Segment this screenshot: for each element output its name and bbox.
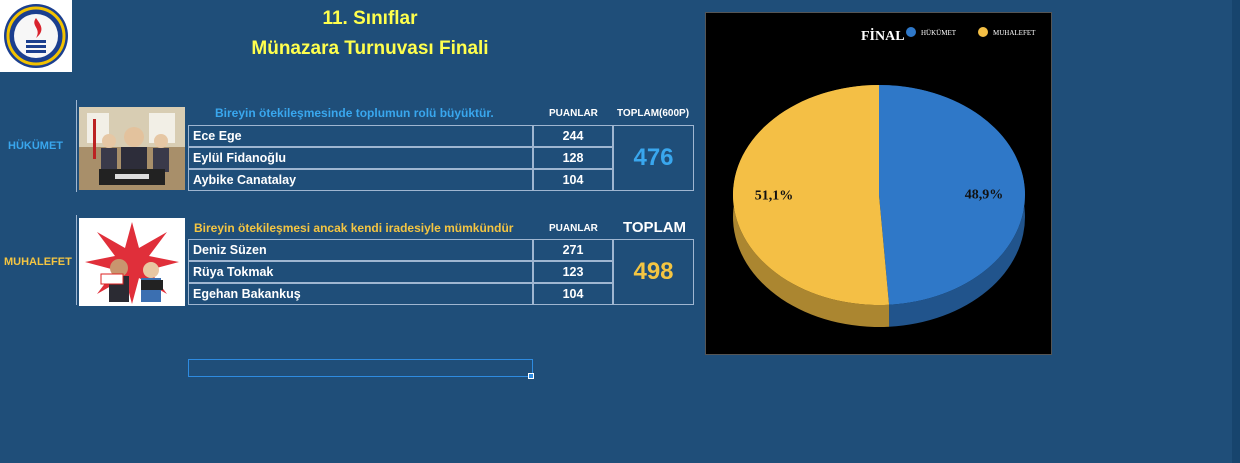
page-title-line1: 11. Sınıflar bbox=[322, 8, 418, 29]
muhalefet-total-cell: 498 bbox=[613, 239, 694, 305]
window-edge bbox=[1232, 0, 1240, 463]
hukumet-member-score-1: 244 bbox=[533, 125, 613, 147]
muhalefet-member-score-2: 123 bbox=[533, 261, 613, 283]
muhalefet-total: 498 bbox=[633, 258, 674, 285]
hukumet-member-score-3: 104 bbox=[533, 169, 613, 191]
chart-legend: HÜKÜMET MUHALEFET bbox=[906, 27, 1036, 37]
muhalefet-puanlar-header: PUANLAR bbox=[549, 223, 598, 234]
muhalefet-member-score-3: 104 bbox=[533, 283, 613, 305]
legend-label-1: HÜKÜMET bbox=[921, 29, 957, 37]
pie-slice-2[interactable] bbox=[732, 84, 890, 305]
pie-label-1: 48,9% bbox=[965, 188, 1004, 203]
muhalefet-member-name-3: Egehan Bakankuş bbox=[188, 283, 533, 305]
hukumet-total: 476 bbox=[633, 144, 674, 171]
cartoon-scene-image bbox=[79, 107, 185, 190]
muhalefet-member-name-2: Rüya Tokmak bbox=[188, 261, 533, 283]
legend-marker-1 bbox=[906, 27, 916, 37]
page-title-line2: Münazara Turnuvası Finali bbox=[251, 38, 489, 59]
hukumet-topic: Bireyin ötekileşmesinde toplumun rolü bü… bbox=[215, 106, 494, 120]
muhalefet-label: MUHALEFET bbox=[4, 256, 72, 268]
hukumet-total-cell: 476 bbox=[613, 125, 694, 191]
muhalefet-member-score-1: 271 bbox=[533, 239, 613, 261]
hukumet-total-header: TOPLAM(600P) bbox=[617, 108, 690, 119]
hukumet-puanlar-header: PUANLAR bbox=[549, 108, 598, 119]
muhalefet-total-header: TOPLAM bbox=[623, 219, 687, 236]
pie-slice-1[interactable] bbox=[879, 85, 1025, 305]
hukumet-member-name-1: Ece Ege bbox=[188, 125, 533, 147]
hukumet-divider bbox=[76, 100, 77, 192]
pie-chart-svg: FİNAL HÜKÜMET MUHALEFET 48,9% 51,1% bbox=[732, 27, 1036, 327]
pie-label-2: 51,1% bbox=[755, 188, 794, 203]
legend-label-2: MUHALEFET bbox=[993, 29, 1036, 37]
hukumet-member-name-2: Eylül Fidanoğlu bbox=[188, 147, 533, 169]
pie-slices bbox=[732, 84, 1025, 327]
muhalefet-topic: Bireyin ötekileşmesi ancak kendi iradesi… bbox=[194, 221, 514, 235]
muhalefet-divider bbox=[76, 215, 77, 305]
chart-title: FİNAL bbox=[861, 27, 905, 44]
hukumet-member-name-3: Aybike Canatalay bbox=[188, 169, 533, 191]
cell-selection-box[interactable] bbox=[188, 359, 533, 377]
hukumet-member-score-2: 128 bbox=[533, 147, 613, 169]
muhalefet-member-name-1: Deniz Süzen bbox=[188, 239, 533, 261]
protest-cartoon-image bbox=[79, 218, 185, 306]
final-pie-chart[interactable]: FİNAL HÜKÜMET MUHALEFET 48,9% 51,1% bbox=[705, 12, 1052, 355]
hukumet-label: HÜKÜMET bbox=[8, 140, 63, 152]
legend-marker-2 bbox=[978, 27, 988, 37]
pie-labels: 48,9% 51,1% bbox=[755, 188, 1004, 204]
school-logo bbox=[0, 0, 72, 72]
fill-handle[interactable] bbox=[528, 373, 534, 379]
